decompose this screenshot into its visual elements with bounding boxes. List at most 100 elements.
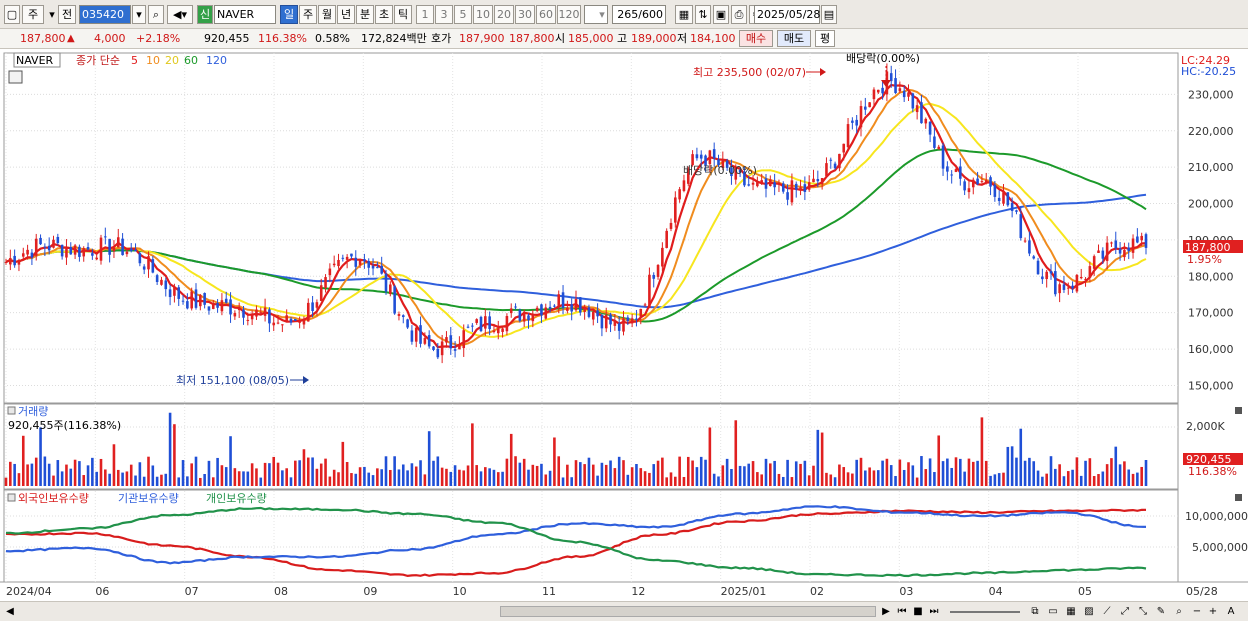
scroll-left-icon[interactable]: ◀ bbox=[6, 606, 14, 617]
forward-icon[interactable]: ⏭ bbox=[929, 606, 939, 617]
volume-bar bbox=[1023, 460, 1027, 486]
grid-icon[interactable]: ▦ bbox=[1066, 606, 1076, 617]
zoom-icon[interactable]: ⌕ bbox=[1176, 606, 1182, 617]
trend-tool-icon[interactable]: ⤢ bbox=[1121, 606, 1129, 617]
candle-body bbox=[242, 309, 245, 318]
custom-multiplier-input[interactable] bbox=[584, 5, 608, 24]
save-icon[interactable]: ▣ bbox=[713, 5, 729, 24]
candle-body bbox=[471, 325, 474, 327]
speaker-icon[interactable]: ◀▾ bbox=[167, 5, 193, 24]
volume-bar bbox=[1127, 469, 1131, 486]
volume-bar bbox=[833, 477, 837, 486]
scroll-thumb[interactable] bbox=[500, 606, 876, 617]
volume-bar bbox=[363, 466, 366, 486]
multiplier-30[interactable]: 30 bbox=[515, 5, 535, 24]
volume-bar bbox=[82, 475, 86, 486]
volume-bar bbox=[393, 456, 396, 486]
layout-icon[interactable]: ▢ bbox=[4, 5, 20, 24]
calculator-icon[interactable] bbox=[8, 70, 23, 84]
candle-body bbox=[1041, 276, 1044, 280]
candle-body bbox=[1032, 256, 1036, 259]
window-icon[interactable]: ▭ bbox=[1048, 606, 1058, 617]
rewind-icon[interactable]: ⏮ bbox=[897, 606, 907, 617]
volume-bar bbox=[1062, 476, 1066, 486]
chart[interactable]: 150,000160,000170,000180,000190,000200,0… bbox=[0, 50, 1248, 601]
multiplier-5[interactable]: 5 bbox=[454, 5, 472, 24]
fib-tool-icon[interactable]: ⤡ bbox=[1139, 606, 1147, 617]
multiplier-10[interactable]: 10 bbox=[473, 5, 493, 24]
minus-icon[interactable]: − bbox=[1192, 606, 1202, 617]
candle-body bbox=[384, 273, 388, 292]
multiplier-3[interactable]: 3 bbox=[435, 5, 453, 24]
tab-year[interactable]: 년 bbox=[337, 5, 355, 24]
plus-icon[interactable]: + bbox=[1208, 606, 1218, 617]
candle-body bbox=[160, 279, 163, 285]
volume-bar bbox=[522, 458, 526, 486]
search-icon[interactable]: ⌕ bbox=[148, 5, 164, 24]
candle-body bbox=[764, 178, 768, 189]
panel-handle-icon[interactable] bbox=[7, 406, 16, 415]
candle-body bbox=[864, 106, 867, 110]
candle-body bbox=[652, 274, 656, 279]
tab-minute[interactable]: 분 bbox=[356, 5, 374, 24]
stock-code-input[interactable]: 035420 bbox=[79, 5, 131, 24]
candle-body bbox=[803, 184, 807, 192]
buy-button[interactable]: 매수 bbox=[739, 30, 773, 47]
volume-bar bbox=[104, 469, 107, 486]
chevron-down-icon[interactable]: ▾ bbox=[49, 8, 55, 21]
calendar-icon[interactable]: ▤ bbox=[821, 5, 837, 24]
volume-bar bbox=[712, 473, 716, 486]
volume-bar bbox=[488, 468, 491, 486]
candle-body bbox=[216, 303, 219, 308]
multiplier-120[interactable]: 120 bbox=[557, 5, 581, 24]
scale-icon[interactable]: ⇅ bbox=[695, 5, 711, 24]
candle-body bbox=[52, 239, 55, 248]
stop-icon[interactable]: ■ bbox=[913, 606, 923, 617]
tab-tick[interactable]: 틱 bbox=[394, 5, 412, 24]
pen-tool-icon[interactable]: ✎ bbox=[1156, 606, 1166, 617]
sell-button[interactable]: 매도 bbox=[777, 30, 811, 47]
image-icon[interactable]: ▨ bbox=[1084, 606, 1094, 617]
period-week-select[interactable]: 주 bbox=[22, 5, 44, 24]
close-icon[interactable] bbox=[1235, 407, 1242, 414]
close-icon[interactable] bbox=[1235, 494, 1242, 501]
line-tool-icon[interactable]: ⟋ bbox=[1103, 606, 1111, 617]
tab-week[interactable]: 주 bbox=[299, 5, 317, 24]
chevron-down-icon[interactable]: ▾ bbox=[599, 8, 605, 21]
date-field[interactable]: 2025/05/28 bbox=[754, 5, 820, 24]
candle-body bbox=[851, 120, 854, 123]
font-icon[interactable]: A bbox=[1227, 606, 1235, 617]
stock-name-field[interactable]: NAVER bbox=[214, 5, 276, 24]
candle-body bbox=[911, 93, 915, 109]
candle-body bbox=[570, 304, 573, 312]
candle-body bbox=[1002, 192, 1005, 204]
candle-body bbox=[34, 238, 38, 256]
zoom-slider[interactable] bbox=[950, 611, 1020, 613]
candle-body bbox=[648, 274, 651, 309]
eval-button[interactable]: 평 bbox=[815, 30, 835, 47]
indicator-icon[interactable]: ▦ bbox=[675, 5, 693, 24]
candle-body bbox=[980, 181, 984, 183]
tab-day[interactable]: 일 bbox=[280, 5, 298, 24]
candle-body bbox=[583, 307, 586, 312]
scroll-right-icon[interactable]: ▶ bbox=[882, 606, 890, 617]
multiplier-20[interactable]: 20 bbox=[494, 5, 514, 24]
prev-button[interactable]: 전 bbox=[58, 5, 76, 24]
count-field[interactable]: 265/600 bbox=[612, 5, 666, 24]
volume-bar bbox=[380, 469, 383, 486]
volume-bar bbox=[1114, 446, 1118, 486]
copy-icon[interactable]: ⧉ bbox=[1031, 606, 1039, 617]
tab-second[interactable]: 초 bbox=[375, 5, 393, 24]
candle-body bbox=[302, 318, 306, 325]
volume-bar bbox=[1066, 471, 1070, 486]
candle-body bbox=[721, 159, 725, 168]
candle-body bbox=[928, 121, 932, 135]
multiplier-1[interactable]: 1 bbox=[416, 5, 434, 24]
volume-bar bbox=[816, 429, 820, 486]
panel-handle-icon[interactable] bbox=[7, 493, 16, 502]
printer-icon[interactable]: ⎙ bbox=[731, 5, 747, 24]
multiplier-60[interactable]: 60 bbox=[536, 5, 556, 24]
tab-month[interactable]: 월 bbox=[318, 5, 336, 24]
scroll-bar[interactable]: ◀ ▶ ⏮ ■ ⏭ ⧉ ▭ ▦ ▨ ⟋ ⤢ ⤡ ✎ ⌕ − + A bbox=[0, 601, 1248, 621]
chevron-down-icon[interactable]: ▾ bbox=[132, 5, 146, 24]
